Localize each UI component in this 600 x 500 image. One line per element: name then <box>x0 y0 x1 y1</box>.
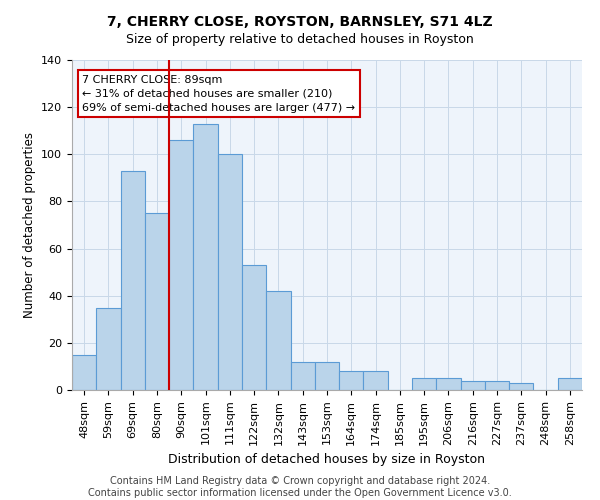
Text: 7 CHERRY CLOSE: 89sqm
← 31% of detached houses are smaller (210)
69% of semi-det: 7 CHERRY CLOSE: 89sqm ← 31% of detached … <box>82 75 355 113</box>
Bar <box>436 378 461 390</box>
Bar <box>485 380 509 390</box>
Bar <box>145 213 169 390</box>
Bar <box>509 383 533 390</box>
Text: 7, CHERRY CLOSE, ROYSTON, BARNSLEY, S71 4LZ: 7, CHERRY CLOSE, ROYSTON, BARNSLEY, S71 … <box>107 15 493 29</box>
Text: Size of property relative to detached houses in Royston: Size of property relative to detached ho… <box>126 32 474 46</box>
Bar <box>266 291 290 390</box>
Bar <box>558 378 582 390</box>
X-axis label: Distribution of detached houses by size in Royston: Distribution of detached houses by size … <box>169 453 485 466</box>
Bar <box>461 380 485 390</box>
Text: Contains HM Land Registry data © Crown copyright and database right 2024.
Contai: Contains HM Land Registry data © Crown c… <box>88 476 512 498</box>
Bar <box>218 154 242 390</box>
Bar <box>364 371 388 390</box>
Bar <box>96 308 121 390</box>
Bar <box>193 124 218 390</box>
Bar <box>339 371 364 390</box>
Bar <box>315 362 339 390</box>
Bar <box>242 265 266 390</box>
Bar <box>169 140 193 390</box>
Bar <box>412 378 436 390</box>
Bar <box>72 354 96 390</box>
Bar <box>290 362 315 390</box>
Y-axis label: Number of detached properties: Number of detached properties <box>23 132 35 318</box>
Bar <box>121 171 145 390</box>
